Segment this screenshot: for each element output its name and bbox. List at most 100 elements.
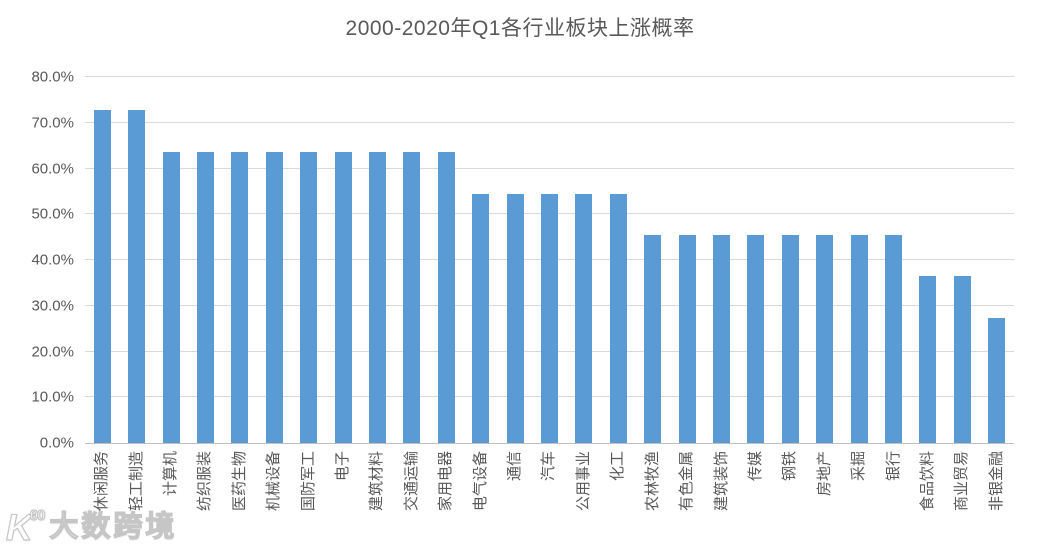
bars [85,77,1014,443]
bar-cell [395,77,429,443]
x-axis-label: 汽车 [540,450,558,481]
x-label-cell: 休闲服务 [85,449,119,546]
bar [196,152,214,443]
x-axis-label: 建筑装饰 [712,450,730,511]
bar [575,193,593,443]
bar [919,276,937,443]
x-axis-label: 医药生物 [230,450,248,511]
x-label-cell: 家用电器 [429,449,463,546]
x-label-cell: 通信 [498,449,532,546]
x-axis-label: 休闲服务 [93,450,111,511]
x-label-cell: 国防军工 [291,449,325,546]
x-label-cell: 电子 [326,449,360,546]
bar-cell [773,77,807,443]
bar [472,193,490,443]
bar-cell [291,77,325,443]
bar [334,152,352,443]
y-tick-label: 30.0% [31,297,74,315]
bar [93,110,111,443]
plot-area [85,76,1014,444]
x-label-cell: 交通运输 [395,449,429,546]
x-axis-label: 电子 [334,450,352,481]
bar-cell [223,77,257,443]
bar-cell [945,77,979,443]
bar [713,234,731,443]
x-axis-label: 电气设备 [471,450,489,511]
bar [850,234,868,443]
x-label-cell: 钢铁 [773,449,807,546]
y-tick-label: 80.0% [31,68,74,86]
x-label-cell: 建筑材料 [360,449,394,546]
y-tick-label: 60.0% [31,160,74,177]
y-tick-label: 20.0% [31,343,74,360]
x-label-cell: 有色金属 [670,449,704,546]
x-label-cell: 非银金融 [980,449,1014,546]
bar-cell [842,77,876,443]
chart-title: 2000-2020年Q1各行业板块上涨概率 [345,17,695,40]
x-axis-label: 非银金融 [987,450,1005,511]
x-label-cell: 传媒 [739,449,773,546]
bar [540,193,558,443]
bar-cell [980,77,1014,443]
x-axis-label: 采掘 [850,450,868,481]
x-label-cell: 纺织服装 [188,449,222,546]
gridline [85,76,1014,77]
bar-cell [429,77,463,443]
bar [609,193,627,443]
x-axis-label: 农林牧渔 [643,450,661,511]
bar [162,152,180,443]
bar [368,152,386,443]
bar-cell [532,77,566,443]
x-label-cell: 房地产 [808,449,842,546]
bar-cell [739,77,773,443]
y-tick-label: 0.0% [39,434,74,452]
x-label-cell: 食品饮料 [911,449,945,546]
x-axis-label: 国防军工 [299,450,317,511]
watermark-logo-circles: 00 [29,506,46,524]
x-label-cell: 计算机 [154,449,188,546]
bar-cell [567,77,601,443]
bar [403,152,421,443]
bar-cell [498,77,532,443]
x-axis-label: 商业贸易 [953,450,971,511]
bar-cell [85,77,119,443]
x-axis-line [85,443,1014,444]
bar [300,152,318,443]
x-axis-label: 有色金属 [678,450,696,511]
x-label-cell: 采掘 [842,449,876,546]
bar-cell [911,77,945,443]
x-label-cell: 汽车 [532,449,566,546]
x-label-cell: 公用事业 [567,449,601,546]
bar [781,234,799,443]
x-axis-label: 钢铁 [781,450,799,481]
x-axis-label: 房地产 [815,450,833,496]
bar-cell [360,77,394,443]
x-axis-label: 化工 [609,450,627,481]
gridline [85,121,1014,123]
x-axis-label: 纺织服装 [196,450,214,511]
x-label-cell: 建筑装饰 [704,449,738,546]
bar-cell [188,77,222,443]
x-label-cell: 医药生物 [223,449,257,546]
bar [988,318,1006,443]
bar [437,152,455,443]
x-axis-label: 家用电器 [437,450,455,511]
bar [678,234,696,443]
bar-cell [704,77,738,443]
bar-cell [808,77,842,443]
bar [885,234,903,443]
bar-cell [601,77,635,443]
bar [265,152,283,443]
gridline [85,167,1014,169]
bar [816,234,834,443]
y-tick-label: 10.0% [31,388,74,406]
x-label-cell: 化工 [601,449,635,546]
y-tick-label: 50.0% [31,205,74,223]
x-axis-label: 建筑材料 [368,450,386,511]
x-axis-label: 银行 [884,450,902,481]
bar [747,234,765,443]
x-axis-label: 交通运输 [402,450,420,511]
y-axis: 80.0% 70.0% 60.0% 50.0% 40.0% 30.0% 20.0% 10.0%… [0,69,74,452]
bar-cell [257,77,291,443]
